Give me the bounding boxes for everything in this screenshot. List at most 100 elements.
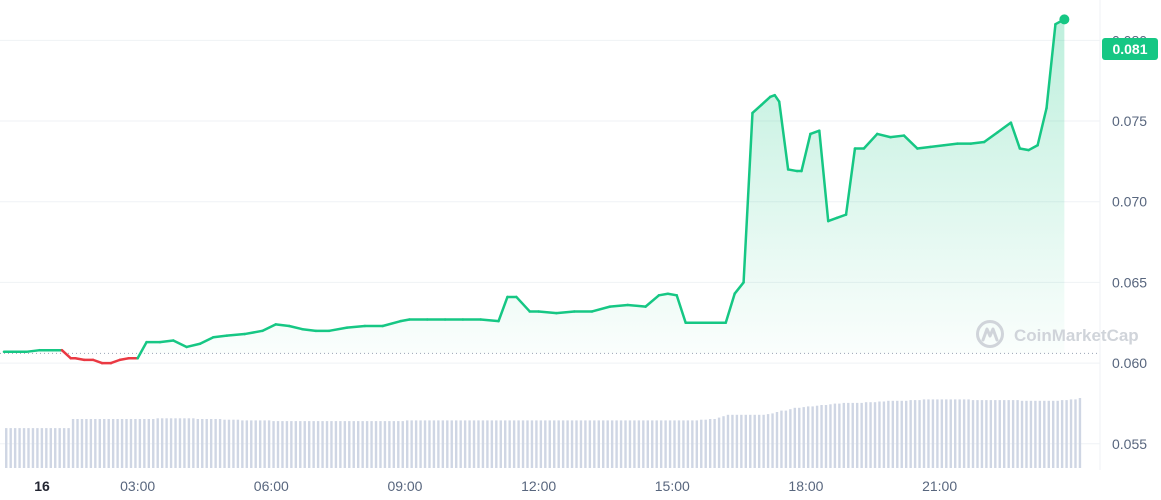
volume-bar <box>312 421 315 468</box>
volume-bar <box>250 420 253 468</box>
volume-bar <box>276 421 280 468</box>
x-tick-label: 03:00 <box>120 478 155 494</box>
volume-bar <box>548 420 551 468</box>
volume-bar <box>1011 400 1015 468</box>
volume-bar <box>365 421 369 468</box>
volume-bar <box>356 421 360 468</box>
gridlines <box>0 0 1101 470</box>
volume-bar <box>299 421 302 468</box>
y-tick-label: 0.060 <box>1112 355 1147 371</box>
volume-bar <box>989 400 993 468</box>
volume-bar <box>406 420 409 468</box>
volume-bar <box>615 420 618 468</box>
volume-bar <box>976 400 979 468</box>
volume-bar <box>717 417 721 468</box>
price-segment-up <box>777 100 790 171</box>
x-tick-label: 21:00 <box>922 478 957 494</box>
volume-bar <box>321 421 324 468</box>
volume-bar <box>980 400 984 468</box>
price-segment-up <box>158 339 175 344</box>
volume-bar <box>143 419 146 468</box>
volume-bar <box>922 399 926 468</box>
volume-bar <box>1016 400 1019 468</box>
watermark: CoinMarketCap <box>976 320 1139 348</box>
price-segment-up <box>626 303 647 308</box>
price-segment-up <box>800 132 812 173</box>
volume-bar <box>700 419 703 468</box>
volume-bar <box>1060 400 1064 468</box>
volume-bar <box>348 421 351 468</box>
volume-bar <box>793 407 797 468</box>
volume-bar <box>570 420 574 468</box>
volume-bar <box>900 400 903 468</box>
volume-bar <box>201 419 204 468</box>
price-segment-up <box>1009 121 1022 150</box>
volume-bar <box>860 402 863 468</box>
y-tick-label: 0.075 <box>1112 113 1147 129</box>
volume-bar <box>521 420 525 468</box>
volume-bar <box>637 420 641 468</box>
volume-bar <box>241 420 244 468</box>
volume-bar <box>379 421 382 468</box>
x-axis: 16 03:00 06:00 09:00 12:00 15:00 18:00 21:00 <box>34 478 957 494</box>
volume-bar <box>842 402 846 468</box>
volume-bar <box>499 420 502 468</box>
volume-bar <box>744 414 748 468</box>
volume-bar <box>1003 400 1006 468</box>
volume-bar <box>71 419 75 468</box>
volume-bar <box>802 407 805 468</box>
price-segment-up <box>751 103 763 115</box>
volume-bar <box>272 421 275 468</box>
volume-bar <box>236 419 240 468</box>
volume-bar <box>428 420 431 468</box>
price-segment-up <box>1027 143 1039 152</box>
price-segment-up <box>225 332 246 337</box>
volume-bar <box>918 400 921 468</box>
volume-bar <box>561 420 565 468</box>
x-tick-label: 15:00 <box>655 478 690 494</box>
volume-bar <box>891 400 895 468</box>
price-segment-up <box>243 329 264 336</box>
volume-bar <box>31 428 35 468</box>
volume-bar <box>316 421 320 468</box>
volume-bar <box>1007 400 1010 468</box>
price-segment-up <box>760 95 772 107</box>
volume-bar <box>1047 400 1050 468</box>
volume-bar <box>1020 400 1024 468</box>
price-segment-down <box>118 357 130 362</box>
price-segment-up <box>916 145 932 150</box>
volume-bar <box>209 419 213 468</box>
volume-bar <box>245 420 249 468</box>
volume-bar <box>940 399 944 468</box>
volume-bar <box>530 420 534 468</box>
volume-bar <box>579 420 583 468</box>
volume-bar <box>602 420 605 468</box>
volume-bar <box>156 418 159 468</box>
volume-bar <box>628 420 632 468</box>
price-area-fill <box>4 19 1065 354</box>
volume-bar <box>116 419 119 468</box>
volume-bar <box>178 418 182 468</box>
volume-bar <box>401 421 404 468</box>
volume-bar <box>254 420 257 468</box>
volume-bar <box>682 420 685 468</box>
volume-bar <box>223 419 226 468</box>
price-segment-up <box>25 348 41 354</box>
volume-bar <box>9 428 12 468</box>
volume-bar <box>98 419 101 468</box>
volume-bar <box>784 410 788 468</box>
volume-bar <box>517 420 520 468</box>
volume-bar <box>468 420 471 468</box>
volume-bar <box>619 420 623 468</box>
volume-bar <box>294 421 298 468</box>
volume-bar <box>285 421 289 468</box>
price-segment-up <box>929 143 946 149</box>
volume-bar <box>695 420 698 468</box>
price-segment-up <box>1018 147 1030 152</box>
volume-bar <box>134 419 137 468</box>
volume-bar <box>855 402 859 468</box>
price-segment-up <box>198 336 215 345</box>
volume-bar <box>757 414 761 468</box>
volume-bar <box>686 420 690 468</box>
